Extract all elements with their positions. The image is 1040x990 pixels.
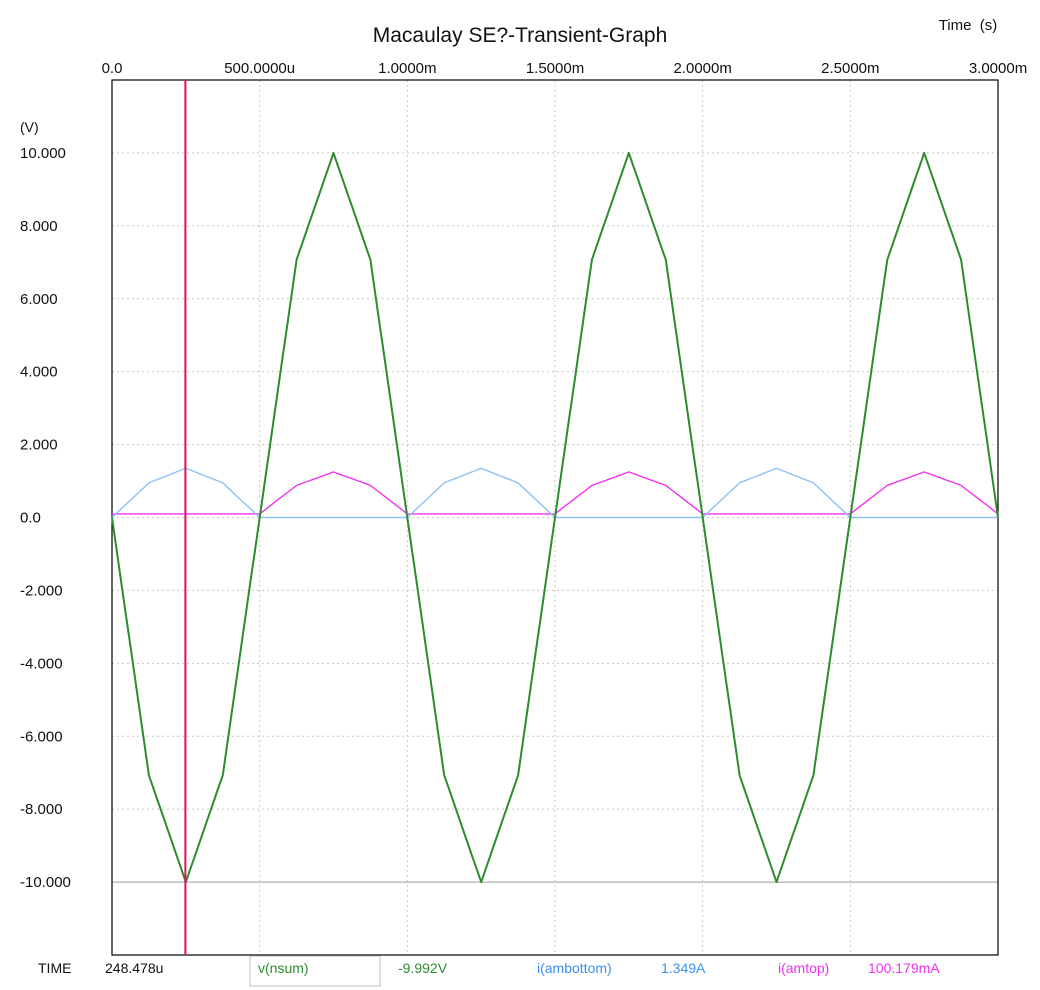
grid <box>112 80 998 955</box>
x-axis-units-label: Time (s) <box>939 17 998 34</box>
x-tick-label: 1.5000m <box>526 60 584 77</box>
y-tick-label: -10.000 <box>20 874 71 891</box>
y-tick-label: 10.000 <box>20 145 66 162</box>
readout-series-1-value: -9.992V <box>398 960 448 976</box>
series-line-i-amtop <box>112 471 999 515</box>
readout-series-3-name: i(amtop) <box>778 960 829 976</box>
y-tick-label: 6.000 <box>20 291 58 308</box>
cursor-readout: TIME 248.478u v(nsum) -9.992V i(ambottom… <box>38 955 940 987</box>
y-tick-label: 2.000 <box>20 437 58 454</box>
y-axis-units-label: (V) <box>20 119 39 135</box>
series-line-v-nsum <box>111 151 999 884</box>
chart-title: Macaulay SE?-Transient-Graph <box>373 24 668 47</box>
y-tick-label: -6.000 <box>20 728 63 745</box>
y-tick-label: 8.000 <box>20 218 58 235</box>
readout-time-value: 248.478u <box>105 960 163 976</box>
signal-selector-box[interactable] <box>249 955 381 987</box>
y-tick-label: -8.000 <box>20 801 63 818</box>
readout-series-1-name[interactable]: v(nsum) <box>258 960 309 976</box>
y-tick-label: 4.000 <box>20 364 58 381</box>
x-tick-label: 500.0000u <box>224 60 295 77</box>
y-tick-label: -4.000 <box>20 655 63 672</box>
y-tick-label: -2.000 <box>20 582 63 599</box>
x-tick-label: 1.0000m <box>378 60 436 77</box>
readout-series-2-name: i(ambottom) <box>537 960 612 976</box>
readout-time-label: TIME <box>38 960 71 976</box>
series-lines <box>111 151 999 884</box>
x-tick-label: 0.0 <box>102 60 123 77</box>
x-tick-label: 3.0000m <box>969 60 1027 77</box>
x-tick-label: 2.0000m <box>673 60 731 77</box>
readout-series-3-value: 100.179mA <box>868 960 940 976</box>
x-tick-labels: 0.0 500.0000u 1.0000m 1.5000m 2.0000m 2.5000m… <box>102 60 1028 77</box>
readout-series-2-value: 1.349A <box>661 960 706 976</box>
y-tick-label: 0.0 <box>20 510 41 527</box>
x-tick-label: 2.5000m <box>821 60 879 77</box>
y-tick-labels: 10.000 8.000 6.000 4.000 2.000 0.0 -2.000 -4.00… <box>20 145 71 891</box>
